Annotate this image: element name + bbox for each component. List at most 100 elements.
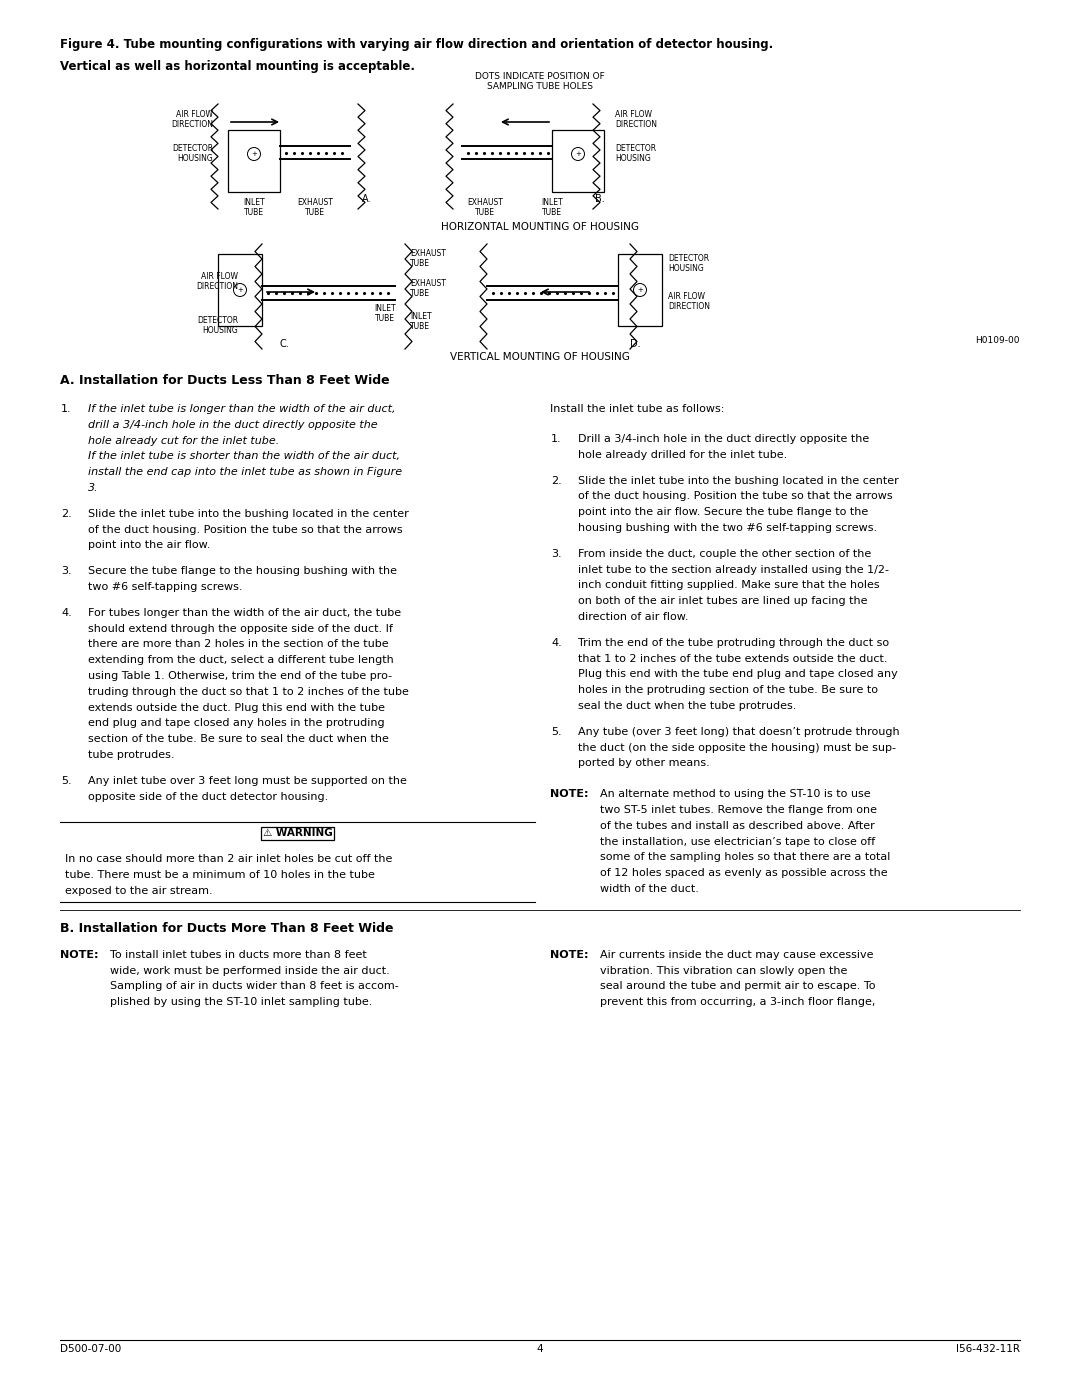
Text: Sampling of air in ducts wider than 8 feet is accom-: Sampling of air in ducts wider than 8 fe… (110, 982, 399, 992)
Text: H0109-00: H0109-00 (975, 337, 1020, 345)
Text: 2.: 2. (60, 509, 71, 518)
Text: If the inlet tube is longer than the width of the air duct,: If the inlet tube is longer than the wid… (87, 404, 395, 414)
Text: INLET
TUBE: INLET TUBE (541, 198, 563, 218)
Text: NOTE:: NOTE: (550, 950, 589, 960)
Text: Slide the inlet tube into the bushing located in the center: Slide the inlet tube into the bushing lo… (578, 475, 899, 486)
Text: hole already drilled for the inlet tube.: hole already drilled for the inlet tube. (578, 450, 787, 460)
Text: width of the duct.: width of the duct. (600, 884, 699, 894)
Bar (218, 254, 262, 326)
Text: EXHAUST
TUBE: EXHAUST TUBE (297, 198, 333, 218)
Text: DETECTOR
HOUSING: DETECTOR HOUSING (172, 144, 213, 163)
Text: housing bushing with the two #6 self-tapping screws.: housing bushing with the two #6 self-tap… (578, 522, 877, 534)
Text: using Table 1. Otherwise, trim the end of the tube pro-: using Table 1. Otherwise, trim the end o… (87, 671, 392, 680)
Text: Secure the tube flange to the housing bushing with the: Secure the tube flange to the housing bu… (87, 566, 397, 576)
Text: plished by using the ST-10 inlet sampling tube.: plished by using the ST-10 inlet samplin… (110, 997, 373, 1007)
Text: DOTS INDICATE POSITION OF
SAMPLING TUBE HOLES: DOTS INDICATE POSITION OF SAMPLING TUBE … (475, 73, 605, 91)
Bar (552, 130, 604, 191)
Text: An alternate method to using the ST-10 is to use: An alternate method to using the ST-10 i… (600, 789, 870, 799)
Text: Install the inlet tube as follows:: Install the inlet tube as follows: (550, 404, 725, 414)
Text: D500-07-00: D500-07-00 (60, 1344, 121, 1354)
Text: hole already cut for the inlet tube.: hole already cut for the inlet tube. (87, 436, 280, 446)
Text: ported by other means.: ported by other means. (578, 759, 710, 768)
Text: Slide the inlet tube into the bushing located in the center: Slide the inlet tube into the bushing lo… (87, 509, 408, 518)
Text: DETECTOR
HOUSING: DETECTOR HOUSING (669, 254, 710, 274)
Text: If the inlet tube is shorter than the width of the air duct,: If the inlet tube is shorter than the wi… (87, 451, 400, 461)
Text: Vertical as well as horizontal mounting is acceptable.: Vertical as well as horizontal mounting … (60, 60, 415, 73)
Text: 4: 4 (537, 1344, 543, 1354)
Text: point into the air flow. Secure the tube flange to the: point into the air flow. Secure the tube… (578, 507, 868, 517)
Text: seal around the tube and permit air to escape. To: seal around the tube and permit air to e… (600, 982, 876, 992)
Text: C.: C. (280, 339, 289, 349)
Text: VERTICAL MOUNTING OF HOUSING: VERTICAL MOUNTING OF HOUSING (450, 352, 630, 362)
Text: two #6 self-tapping screws.: two #6 self-tapping screws. (87, 583, 243, 592)
Text: Trim the end of the tube protruding through the duct so: Trim the end of the tube protruding thro… (578, 638, 889, 648)
Text: HORIZONTAL MOUNTING OF HOUSING: HORIZONTAL MOUNTING OF HOUSING (441, 222, 639, 232)
Text: 1.: 1. (551, 434, 562, 444)
Text: drill a 3/4-inch hole in the duct directly opposite the: drill a 3/4-inch hole in the duct direct… (87, 420, 378, 430)
Text: B.: B. (595, 194, 605, 204)
Text: INLET
TUBE: INLET TUBE (410, 312, 432, 331)
Text: inch conduit fitting supplied. Make sure that the holes: inch conduit fitting supplied. Make sure… (578, 580, 879, 591)
Text: of the tubes and install as described above. After: of the tubes and install as described ab… (600, 821, 875, 831)
Text: DETECTOR
HOUSING: DETECTOR HOUSING (197, 316, 238, 335)
Text: wide, work must be performed inside the air duct.: wide, work must be performed inside the … (110, 965, 390, 975)
Text: A.: A. (362, 194, 372, 204)
Text: DETECTOR
HOUSING: DETECTOR HOUSING (615, 144, 657, 163)
Text: A. Installation for Ducts Less Than 8 Feet Wide: A. Installation for Ducts Less Than 8 Fe… (60, 374, 390, 387)
Text: AIR FLOW
DIRECTION: AIR FLOW DIRECTION (171, 110, 213, 130)
Text: +: + (637, 286, 643, 293)
Bar (228, 130, 280, 191)
Text: 5.: 5. (60, 775, 71, 785)
Text: I56-432-11R: I56-432-11R (956, 1344, 1020, 1354)
Text: Drill a 3/4-inch hole in the duct directly opposite the: Drill a 3/4-inch hole in the duct direct… (578, 434, 869, 444)
Text: on both of the air inlet tubes are lined up facing the: on both of the air inlet tubes are lined… (578, 597, 867, 606)
Text: To install inlet tubes in ducts more than 8 feet: To install inlet tubes in ducts more tha… (110, 950, 367, 960)
Text: of the duct housing. Position the tube so that the arrows: of the duct housing. Position the tube s… (578, 492, 893, 502)
Text: extends outside the duct. Plug this end with the tube: extends outside the duct. Plug this end … (87, 703, 384, 712)
Bar (618, 254, 662, 326)
Text: tube protrudes.: tube protrudes. (87, 750, 175, 760)
Text: In no case should more than 2 air inlet holes be cut off the: In no case should more than 2 air inlet … (65, 855, 392, 865)
Text: there are more than 2 holes in the section of the tube: there are more than 2 holes in the secti… (87, 640, 389, 650)
Text: INLET
TUBE: INLET TUBE (374, 305, 395, 323)
Text: two ST-5 inlet tubes. Remove the flange from one: two ST-5 inlet tubes. Remove the flange … (600, 805, 877, 814)
Text: INLET
TUBE: INLET TUBE (243, 198, 265, 218)
Text: 3.: 3. (60, 566, 71, 576)
Text: 4.: 4. (551, 638, 562, 648)
Text: point into the air flow.: point into the air flow. (87, 541, 211, 550)
Text: +: + (251, 151, 257, 156)
Text: NOTE:: NOTE: (60, 950, 98, 960)
Text: EXHAUST
TUBE: EXHAUST TUBE (467, 198, 503, 218)
Text: truding through the duct so that 1 to 2 inches of the tube: truding through the duct so that 1 to 2 … (87, 687, 409, 697)
Text: direction of air flow.: direction of air flow. (578, 612, 689, 622)
Text: AIR FLOW
DIRECTION: AIR FLOW DIRECTION (615, 110, 657, 130)
Text: opposite side of the duct detector housing.: opposite side of the duct detector housi… (87, 792, 328, 802)
Text: extending from the duct, select a different tube length: extending from the duct, select a differ… (87, 655, 394, 665)
Text: vibration. This vibration can slowly open the: vibration. This vibration can slowly ope… (600, 965, 848, 975)
Text: ⚠ WARNING: ⚠ WARNING (262, 828, 333, 838)
Text: should extend through the opposite side of the duct. If: should extend through the opposite side … (87, 623, 393, 634)
Text: section of the tube. Be sure to seal the duct when the: section of the tube. Be sure to seal the… (87, 735, 389, 745)
Text: exposed to the air stream.: exposed to the air stream. (65, 886, 213, 895)
Text: +: + (575, 151, 581, 156)
Text: AIR FLOW
DIRECTION: AIR FLOW DIRECTION (669, 292, 710, 312)
Text: some of the sampling holes so that there are a total: some of the sampling holes so that there… (600, 852, 890, 862)
Text: the installation, use electrician’s tape to close off: the installation, use electrician’s tape… (600, 837, 875, 847)
Text: of 12 holes spaced as evenly as possible across the: of 12 holes spaced as evenly as possible… (600, 868, 888, 879)
Text: NOTE:: NOTE: (550, 789, 589, 799)
Text: install the end cap into the inlet tube as shown in Figure: install the end cap into the inlet tube … (87, 467, 402, 478)
Text: 4.: 4. (60, 608, 71, 617)
Text: EXHAUST
TUBE: EXHAUST TUBE (410, 279, 446, 299)
Text: 3.: 3. (551, 549, 562, 559)
Text: Any tube (over 3 feet long) that doesn’t protrude through: Any tube (over 3 feet long) that doesn’t… (578, 726, 900, 736)
Text: From inside the duct, couple the other section of the: From inside the duct, couple the other s… (578, 549, 872, 559)
Text: that 1 to 2 inches of the tube extends outside the duct.: that 1 to 2 inches of the tube extends o… (578, 654, 888, 664)
Text: 2.: 2. (551, 475, 562, 486)
Text: For tubes longer than the width of the air duct, the tube: For tubes longer than the width of the a… (87, 608, 401, 617)
Text: EXHAUST
TUBE: EXHAUST TUBE (410, 249, 446, 268)
Text: 5.: 5. (551, 726, 562, 736)
Text: D.: D. (630, 339, 640, 349)
Text: 1.: 1. (60, 404, 71, 414)
Text: Figure 4. Tube mounting configurations with varying air flow direction and orien: Figure 4. Tube mounting configurations w… (60, 38, 773, 52)
Text: Any inlet tube over 3 feet long must be supported on the: Any inlet tube over 3 feet long must be … (87, 775, 407, 785)
